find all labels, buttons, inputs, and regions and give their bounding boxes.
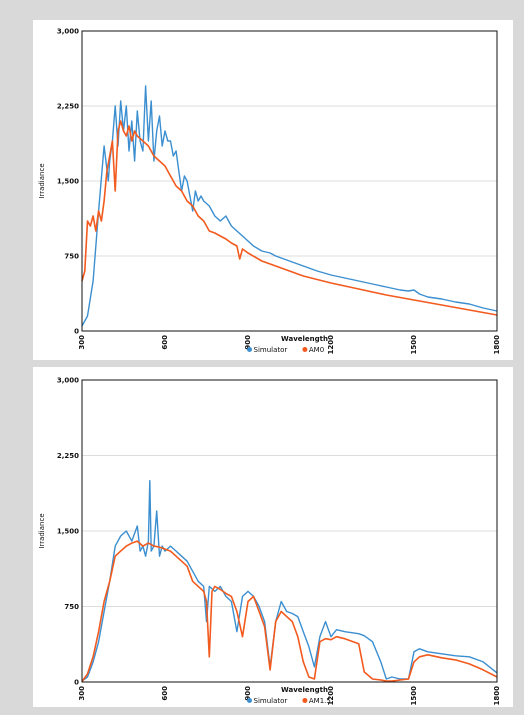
series-line-am1-5 (81, 540, 498, 682)
x-tick-label: 1200 (327, 335, 335, 355)
y-tick-label: 2,250 (57, 452, 79, 460)
x-tick-label: 600 (161, 686, 169, 701)
plot-area-frame (81, 379, 498, 683)
am0-comparison-chart: 0 750 1,500 2,250 3,000 300 600 900 1200 1500 1800… (38, 28, 501, 355)
x-tick-label: 1800 (493, 335, 501, 355)
x-tick-label: 1800 (493, 686, 501, 706)
y-tick-label: 3,000 (57, 377, 79, 385)
legend-marker (302, 698, 308, 703)
legend-entry-label: Simulator (254, 346, 288, 354)
x-tick-label: 300 (78, 686, 86, 701)
x-tick-label: 1200 (327, 686, 335, 706)
y-tick-label: 2,250 (57, 103, 79, 111)
am15-comparison-chart: 0 750 1,500 2,250 3,000 300 600 900 1200 1500 1800… (38, 377, 501, 706)
x-tick-label: 300 (78, 335, 86, 350)
series-line-am0 (81, 120, 498, 316)
x-axis-label: Wavelength (281, 686, 328, 694)
y-tick-label: 1,500 (57, 528, 79, 536)
y-tick-label: 750 (64, 603, 79, 611)
x-tick-label: 900 (244, 686, 252, 701)
series-line-simulator (81, 480, 498, 682)
series-line-simulator (81, 85, 498, 327)
legend-entry-label: AM1.5 (309, 697, 331, 705)
legend-marker (302, 347, 308, 352)
y-axis-label: Irradiance (38, 513, 46, 548)
y-tick-label: 0 (74, 328, 79, 336)
y-axis-label: Irradiance (38, 163, 46, 198)
legend-entry-label: Simulator (254, 697, 288, 705)
y-tick-label: 1,500 (57, 178, 79, 186)
legend-entry-label: AM0 (309, 346, 324, 354)
y-tick-label: 3,000 (57, 28, 79, 36)
chart-panel-2-background (33, 367, 513, 707)
x-tick-label: 1500 (410, 335, 418, 355)
y-tick-label: 0 (74, 679, 79, 687)
x-tick-label: 1500 (410, 686, 418, 706)
legend-marker (247, 347, 252, 352)
x-axis-label: Wavelength (281, 335, 328, 343)
legend-marker (247, 698, 252, 703)
plot-area-frame (81, 30, 498, 332)
x-tick-label: 600 (161, 335, 169, 350)
y-tick-label: 750 (64, 253, 79, 261)
x-tick-label: 900 (244, 335, 252, 350)
